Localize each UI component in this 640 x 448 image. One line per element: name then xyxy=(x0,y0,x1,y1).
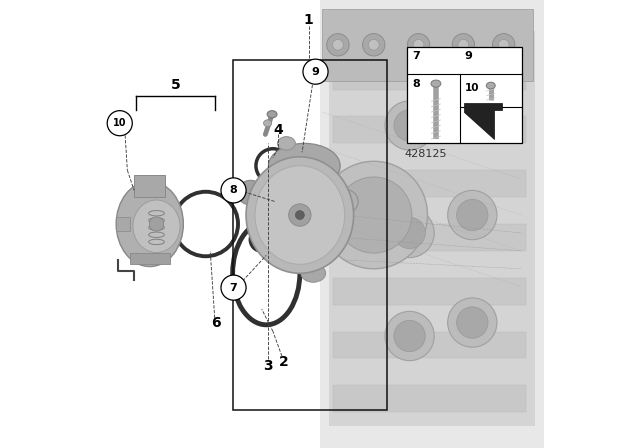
Text: 6: 6 xyxy=(211,316,221,331)
Circle shape xyxy=(457,199,488,231)
Bar xyxy=(333,63,526,90)
Ellipse shape xyxy=(431,80,441,87)
Circle shape xyxy=(303,59,328,84)
Ellipse shape xyxy=(278,137,296,150)
Circle shape xyxy=(394,320,425,352)
Text: 8: 8 xyxy=(230,185,237,195)
Circle shape xyxy=(408,34,430,56)
Bar xyxy=(134,175,166,197)
Text: 4: 4 xyxy=(273,123,283,137)
Circle shape xyxy=(327,34,349,56)
Text: 3: 3 xyxy=(263,359,273,374)
Circle shape xyxy=(336,177,412,253)
Ellipse shape xyxy=(116,181,184,267)
Ellipse shape xyxy=(301,264,326,282)
Ellipse shape xyxy=(133,200,180,253)
Circle shape xyxy=(289,204,311,226)
Text: 5: 5 xyxy=(171,78,180,92)
Ellipse shape xyxy=(486,82,495,89)
Circle shape xyxy=(499,39,509,50)
Circle shape xyxy=(221,178,246,203)
Text: 7: 7 xyxy=(413,51,420,60)
Ellipse shape xyxy=(332,189,358,214)
Circle shape xyxy=(448,87,497,137)
Text: 2: 2 xyxy=(278,355,288,369)
Bar xyxy=(333,170,526,197)
Bar xyxy=(333,385,526,412)
Ellipse shape xyxy=(264,120,271,127)
Circle shape xyxy=(493,34,515,56)
Circle shape xyxy=(413,39,424,50)
Circle shape xyxy=(394,110,425,141)
Bar xyxy=(333,116,526,143)
Circle shape xyxy=(394,217,425,249)
Bar xyxy=(333,224,526,251)
Text: 10: 10 xyxy=(465,83,479,93)
Circle shape xyxy=(296,211,305,220)
Ellipse shape xyxy=(267,111,277,118)
Circle shape xyxy=(452,34,474,56)
Bar xyxy=(130,253,170,264)
Circle shape xyxy=(385,311,434,361)
Circle shape xyxy=(457,96,488,128)
Bar xyxy=(320,0,544,448)
Bar xyxy=(233,60,387,410)
Polygon shape xyxy=(465,103,502,139)
Ellipse shape xyxy=(237,180,264,205)
Circle shape xyxy=(320,161,428,269)
Circle shape xyxy=(457,307,488,338)
Circle shape xyxy=(369,39,379,50)
Bar xyxy=(333,278,526,305)
Ellipse shape xyxy=(255,166,345,264)
Bar xyxy=(116,217,130,231)
Circle shape xyxy=(149,217,164,231)
Text: 10: 10 xyxy=(113,118,127,128)
Circle shape xyxy=(458,39,468,50)
Bar xyxy=(329,31,535,426)
Text: 9: 9 xyxy=(465,51,472,60)
Text: 9: 9 xyxy=(312,67,319,77)
Circle shape xyxy=(333,39,343,50)
Text: 8: 8 xyxy=(413,79,420,90)
Text: 1: 1 xyxy=(304,13,314,27)
Circle shape xyxy=(385,208,434,258)
Circle shape xyxy=(362,34,385,56)
Circle shape xyxy=(448,298,497,347)
Circle shape xyxy=(221,275,246,300)
Bar xyxy=(333,332,526,358)
Ellipse shape xyxy=(269,143,340,188)
Circle shape xyxy=(385,101,434,150)
Bar xyxy=(407,47,522,143)
Ellipse shape xyxy=(246,157,354,273)
Text: 7: 7 xyxy=(230,283,237,293)
Circle shape xyxy=(448,190,497,240)
Circle shape xyxy=(108,111,132,136)
Text: 428125: 428125 xyxy=(404,149,447,159)
Bar xyxy=(323,9,532,81)
